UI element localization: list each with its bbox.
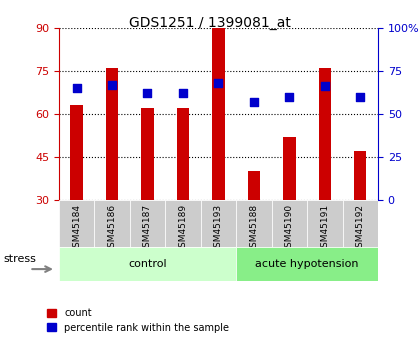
Bar <box>236 200 272 247</box>
Text: GSM45187: GSM45187 <box>143 204 152 253</box>
Bar <box>248 171 260 200</box>
Bar <box>319 68 331 200</box>
Point <box>109 82 116 87</box>
Point <box>286 94 293 99</box>
Point <box>215 80 222 86</box>
Bar <box>201 200 236 247</box>
Bar <box>212 28 225 200</box>
Text: GSM45186: GSM45186 <box>108 204 116 253</box>
Point <box>250 99 257 105</box>
Text: GSM45188: GSM45188 <box>249 204 258 253</box>
Bar <box>59 247 236 281</box>
Text: GSM45193: GSM45193 <box>214 204 223 253</box>
Text: GSM45184: GSM45184 <box>72 204 81 253</box>
Bar <box>354 151 367 200</box>
Point <box>180 90 186 96</box>
Text: stress: stress <box>3 254 36 264</box>
Text: GDS1251 / 1399081_at: GDS1251 / 1399081_at <box>129 16 291 30</box>
Bar <box>236 247 378 281</box>
Legend: count, percentile rank within the sample: count, percentile rank within the sample <box>43 304 233 337</box>
Text: GSM45192: GSM45192 <box>356 204 365 253</box>
Bar <box>307 200 343 247</box>
Bar <box>106 68 118 200</box>
Bar <box>165 200 201 247</box>
Bar <box>283 137 296 200</box>
Text: acute hypotension: acute hypotension <box>255 259 359 269</box>
Point <box>73 85 80 91</box>
Bar <box>70 105 83 200</box>
Bar <box>94 200 130 247</box>
Bar <box>272 200 307 247</box>
Text: GSM45191: GSM45191 <box>320 204 329 253</box>
Bar <box>130 200 165 247</box>
Bar <box>141 108 154 200</box>
Text: control: control <box>128 259 167 269</box>
Bar <box>59 200 94 247</box>
Point <box>144 90 151 96</box>
Bar <box>343 200 378 247</box>
Point <box>321 83 328 89</box>
Text: GSM45190: GSM45190 <box>285 204 294 253</box>
Point <box>357 94 364 99</box>
Text: GSM45189: GSM45189 <box>178 204 187 253</box>
Bar <box>177 108 189 200</box>
